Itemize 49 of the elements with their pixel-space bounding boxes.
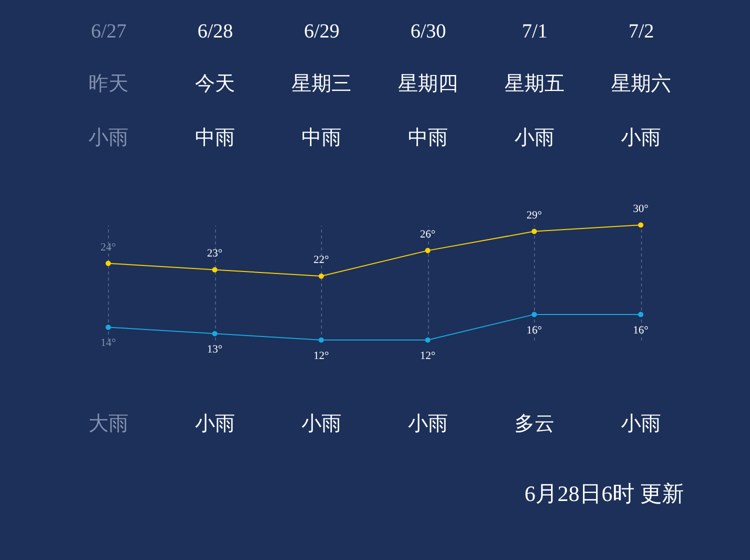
data-label: 26°: [420, 228, 436, 241]
data-label: 30°: [633, 203, 648, 215]
text: 小雨: [88, 127, 128, 149]
text: 中雨: [408, 127, 448, 149]
text: 小雨: [620, 127, 661, 149]
data-label: 12°: [314, 350, 329, 362]
text: 多云: [514, 413, 554, 435]
x-tick-label: 6/30: [410, 20, 446, 42]
point: [106, 260, 111, 266]
point: [638, 222, 644, 228]
x-tick-label: 7/1: [522, 20, 548, 42]
data-label: 12°: [420, 350, 436, 362]
text: 中雨: [301, 127, 342, 149]
point: [638, 312, 644, 318]
data-label: 22°: [314, 254, 329, 266]
text: 小雨: [514, 127, 554, 149]
text: 星期六: [610, 73, 671, 95]
text: 小雨: [194, 413, 235, 435]
text: 小雨: [301, 413, 342, 435]
text: 昨天: [88, 73, 128, 95]
text: 中雨: [194, 127, 235, 149]
point: [212, 267, 218, 272]
x-tick-label: 7/2: [628, 20, 654, 42]
point: [425, 337, 430, 343]
data-label: 29°: [526, 209, 542, 222]
x-tick-label: 6/29: [304, 20, 340, 42]
point: [532, 312, 537, 318]
data-label: 16°: [526, 324, 542, 336]
text: 6月28日6时 更新: [524, 481, 684, 506]
point: [106, 324, 111, 330]
x-tick-label: 6/28: [197, 20, 234, 42]
text: 星期三: [291, 73, 352, 95]
text: 小雨: [408, 413, 448, 435]
point: [212, 330, 218, 336]
text: 小雨: [620, 413, 661, 435]
data-label: 14°: [100, 337, 116, 350]
text: 星期四: [398, 73, 458, 95]
text: 大雨: [88, 413, 128, 435]
x-tick-label: 6/27: [90, 20, 127, 42]
text: 今天: [194, 73, 235, 95]
point: [425, 248, 430, 254]
data-label: 24°: [100, 241, 116, 254]
point: [532, 228, 537, 234]
text: 星期五: [504, 73, 564, 95]
data-label: 13°: [207, 344, 222, 356]
point: [318, 273, 324, 279]
data-label: 23°: [207, 248, 222, 260]
data-label: 16°: [633, 324, 648, 336]
point: [318, 337, 324, 343]
